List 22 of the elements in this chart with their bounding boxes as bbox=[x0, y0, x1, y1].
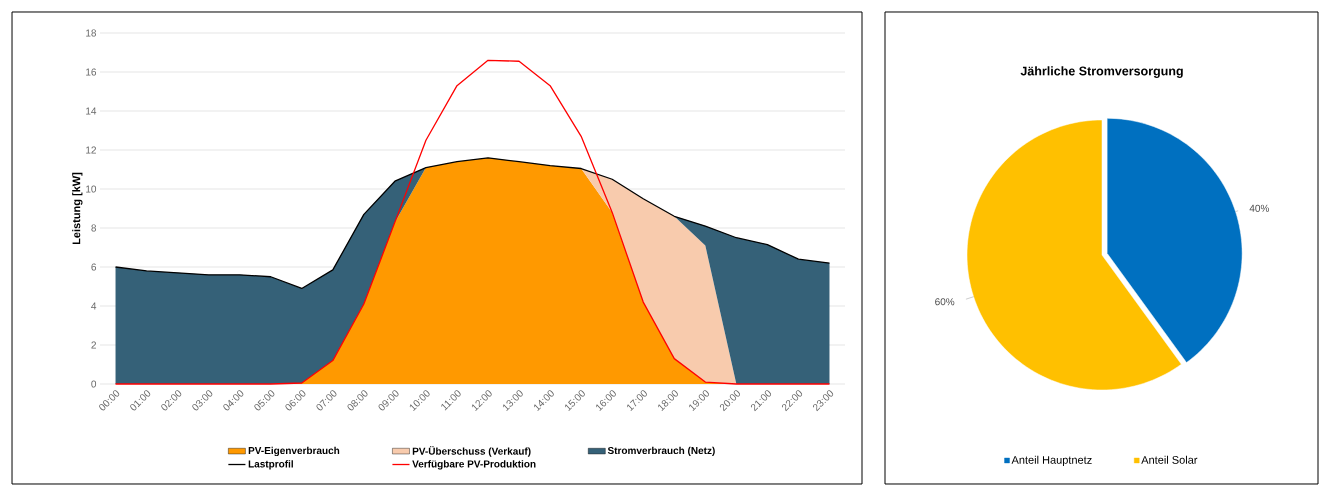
y-tick-label: 6 bbox=[91, 263, 97, 271]
y-tick-label: 10 bbox=[86, 185, 97, 193]
y-tick-label: 16 bbox=[86, 68, 97, 76]
legend-label: Verfügbare PV-Produktion bbox=[412, 460, 536, 470]
y-tick-label: 14 bbox=[86, 107, 97, 115]
data-label: 60% bbox=[935, 298, 955, 306]
y-tick-label: 12 bbox=[86, 146, 96, 154]
data-label: 40% bbox=[1249, 204, 1269, 212]
y-tick-label: 2 bbox=[91, 341, 96, 349]
y-tick-label: 0 bbox=[91, 380, 97, 388]
legend-label: Anteil Solar bbox=[1141, 455, 1198, 464]
legend-label: Anteil Hauptnetz bbox=[1011, 455, 1092, 466]
y-tick-label: 18 bbox=[86, 29, 97, 37]
y-tick-label: 4 bbox=[91, 302, 97, 310]
y-axis-title: Leistung [kW] bbox=[72, 172, 83, 245]
legend-label: PV-Eigenverbrauch bbox=[248, 446, 340, 457]
chart-title: Jährliche Stromversorgung bbox=[1020, 66, 1183, 78]
legend-label: Lastprofil bbox=[248, 460, 293, 470]
y-tick-label: 8 bbox=[91, 224, 97, 232]
legend-label: PV-Überschuss (Verkauf) bbox=[412, 446, 531, 457]
line-series bbox=[114, 157, 831, 290]
legend-label: Stromverbrauch (Netz) bbox=[607, 446, 715, 457]
